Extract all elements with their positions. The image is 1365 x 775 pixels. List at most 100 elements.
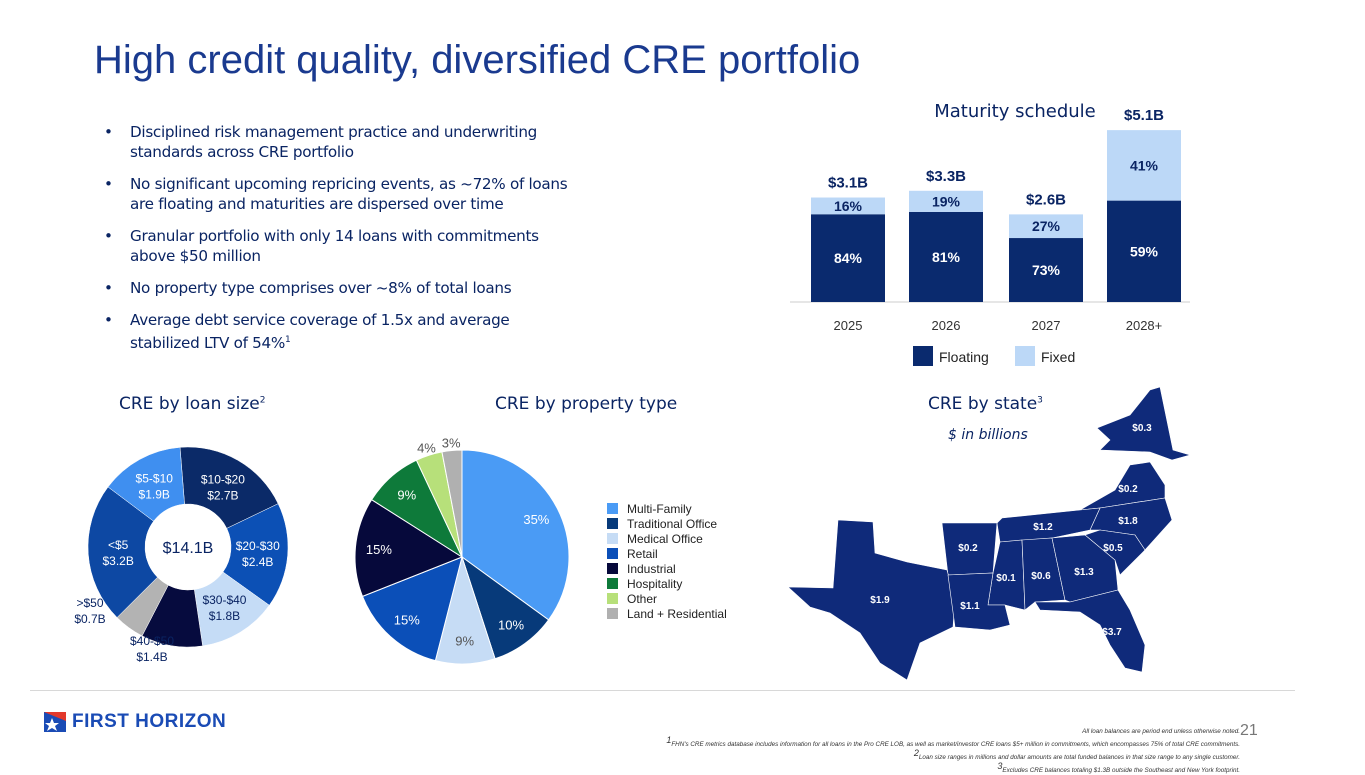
bullet-text: Granular portfolio with only 14 loans wi… bbox=[130, 227, 539, 265]
maturity-chart: Maturity schedule 84% 16% $3.1B 2025 81% 19% $3… bbox=[790, 101, 1190, 366]
donut-slice bbox=[107, 447, 185, 522]
footnote-ref: 3 bbox=[997, 761, 1003, 772]
footnote: 2Loan size ranges in millions and dollar… bbox=[666, 749, 1240, 762]
footnote-ref: 2 bbox=[259, 395, 266, 406]
legend-label: Land + Residential bbox=[627, 606, 727, 621]
bullet-text: Disciplined risk management practice and… bbox=[130, 123, 538, 161]
legend-swatch bbox=[607, 608, 618, 619]
pie-slice bbox=[361, 556, 463, 662]
legend-item: Other bbox=[607, 591, 727, 606]
total-label: $5.1B bbox=[1124, 107, 1164, 124]
bullet-text: No property type comprises over ~8% of t… bbox=[130, 279, 512, 297]
state-value: $3.7 bbox=[1102, 627, 1122, 638]
legend-item: Industrial bbox=[607, 561, 727, 576]
bullet-text: No significant upcoming repricing events… bbox=[130, 175, 568, 213]
bar-floating bbox=[811, 214, 885, 302]
bar-fixed bbox=[811, 197, 885, 215]
donut-slice bbox=[179, 446, 279, 529]
bullet: Average debt service coverage of 1.5x an… bbox=[102, 310, 572, 353]
fixed-label: 16% bbox=[834, 198, 863, 214]
logo-mark-icon bbox=[44, 712, 66, 732]
x-tick-label: 2025 bbox=[834, 318, 863, 333]
state-fl bbox=[1034, 589, 1146, 673]
pie-label: 9% bbox=[455, 633, 474, 648]
footnote: 1FHN's CRE metrics database includes inf… bbox=[666, 736, 1240, 749]
footnote: 3Excludes CRE balances totaling $1.3B ou… bbox=[666, 762, 1240, 775]
legend-swatch bbox=[1015, 346, 1035, 366]
pie-label: 4% bbox=[417, 441, 436, 456]
floating-label: 59% bbox=[1130, 243, 1159, 259]
state-value: $0.3 bbox=[1132, 423, 1152, 434]
state-title: CRE by state3 bbox=[928, 394, 1043, 414]
floating-label: 73% bbox=[1032, 262, 1061, 278]
state-value: $0.5 bbox=[1103, 543, 1123, 554]
state-subtitle: $ in billions bbox=[948, 427, 1028, 443]
bar-fixed bbox=[1107, 130, 1181, 201]
footnote-text: Loan size ranges in millions and dollar … bbox=[918, 754, 1240, 762]
legend-swatch bbox=[607, 593, 618, 604]
slice-label: <$5 bbox=[108, 538, 129, 552]
bullet: No significant upcoming repricing events… bbox=[102, 174, 572, 214]
footnote: All loan balances are period end unless … bbox=[666, 728, 1240, 736]
legend-item: Medical Office bbox=[607, 531, 727, 546]
pie-slice bbox=[441, 449, 463, 558]
state-value: $0.6 bbox=[1031, 571, 1051, 582]
divider bbox=[30, 690, 1295, 691]
legend-swatch bbox=[607, 563, 618, 574]
property-type-title: CRE by property type bbox=[495, 394, 678, 414]
fixed-label: 41% bbox=[1130, 157, 1159, 173]
loan-size-title-text: CRE by loan size bbox=[119, 394, 260, 414]
total-label: $2.6B bbox=[1026, 191, 1066, 208]
slice-value: $2.7B bbox=[207, 488, 238, 502]
state-value: $0.2 bbox=[1118, 484, 1138, 495]
footnote-text: All loan balances are period end unless … bbox=[1082, 728, 1240, 735]
state-value: $1.2 bbox=[1033, 522, 1053, 533]
slice-value: $1.4B bbox=[136, 650, 167, 664]
legend-label: Other bbox=[627, 591, 658, 606]
logo-text: FIRST HORIZON bbox=[72, 711, 227, 732]
bullet: No property type comprises over ~8% of t… bbox=[102, 278, 572, 298]
legend-swatch bbox=[607, 533, 618, 544]
state-ny bbox=[1096, 386, 1192, 461]
loan-size-title: CRE by loan size2 bbox=[119, 394, 266, 414]
x-tick-label: 2028+ bbox=[1126, 318, 1163, 333]
donut-center-label: $14.1B bbox=[163, 540, 214, 557]
fixed-label: 27% bbox=[1032, 218, 1061, 234]
legend-item: Multi-Family bbox=[607, 501, 727, 516]
state-value: $0.1 bbox=[996, 573, 1016, 584]
page-number: 21 bbox=[1240, 722, 1258, 739]
footnote-ref: 1 bbox=[666, 735, 672, 745]
legend-item: Land + Residential bbox=[607, 606, 727, 621]
footnote-ref: 3 bbox=[1037, 395, 1043, 406]
pie-label: 35% bbox=[523, 512, 549, 527]
legend-label: Hospitality bbox=[627, 576, 683, 591]
state-al bbox=[1021, 537, 1066, 611]
legend-item: Retail bbox=[607, 546, 727, 561]
slice-label: $10-$20 bbox=[201, 472, 245, 486]
state-value: $1.1 bbox=[960, 601, 980, 612]
pie-label: 15% bbox=[366, 542, 392, 557]
state-title-text: CRE by state bbox=[928, 394, 1038, 414]
x-tick-label: 2026 bbox=[932, 318, 961, 333]
legend-swatch bbox=[607, 503, 618, 514]
state-value: $1.3 bbox=[1074, 567, 1094, 578]
loan-size-donut: $10-$20 $2.7B $20-$30 $2.4B $30-$40 $1.8B $40-… bbox=[74, 446, 289, 664]
legend-swatch bbox=[913, 346, 933, 366]
bar-floating bbox=[909, 211, 983, 302]
slice-value: $3.2B bbox=[102, 554, 133, 568]
bullet: Disciplined risk management practice and… bbox=[102, 122, 572, 162]
slice-label: $30-$40 bbox=[202, 593, 246, 607]
slice-value: $2.4B bbox=[242, 555, 273, 569]
bar-floating bbox=[1107, 200, 1181, 302]
slice-label: $20-$30 bbox=[236, 539, 280, 553]
floating-label: 81% bbox=[932, 249, 961, 265]
logo: FIRST HORIZON bbox=[44, 711, 226, 733]
legend-label: Retail bbox=[627, 546, 658, 561]
legend-label: Floating bbox=[939, 349, 989, 365]
legend-swatch bbox=[607, 578, 618, 589]
legend-label: Fixed bbox=[1041, 349, 1075, 365]
legend-item: Traditional Office bbox=[607, 516, 727, 531]
pie-slice bbox=[461, 449, 570, 621]
footnote-ref: 2 bbox=[913, 748, 919, 759]
legend-label: Multi-Family bbox=[627, 501, 692, 516]
